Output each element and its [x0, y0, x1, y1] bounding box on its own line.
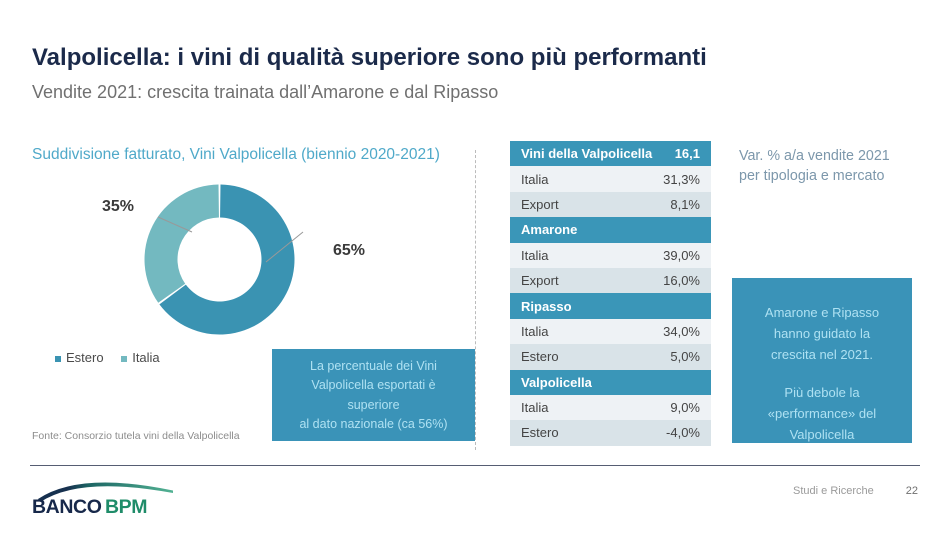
- svg-text:BPM: BPM: [105, 496, 147, 517]
- svg-text:BANCO: BANCO: [32, 496, 102, 517]
